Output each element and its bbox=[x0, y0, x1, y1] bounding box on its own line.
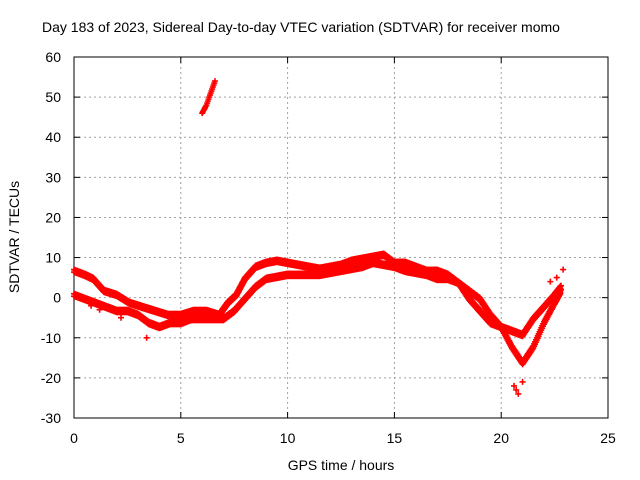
x-tick-label: 25 bbox=[600, 430, 616, 446]
y-tick-label: 30 bbox=[45, 169, 61, 185]
plot-frame bbox=[73, 56, 609, 419]
y-tick-label: 0 bbox=[53, 290, 61, 306]
y-tick-label: -10 bbox=[41, 330, 61, 346]
x-tick-label: 15 bbox=[387, 430, 403, 446]
data-point bbox=[513, 386, 520, 393]
data-point bbox=[117, 314, 124, 321]
grid-lines bbox=[74, 57, 608, 418]
y-tick-label: -20 bbox=[41, 370, 61, 386]
series-isolated bbox=[88, 266, 567, 397]
data-point bbox=[558, 286, 565, 293]
y-tick-label: 40 bbox=[45, 129, 61, 145]
series-anomaly bbox=[199, 78, 218, 117]
x-tick-labels: 0 5 10 15 20 25 bbox=[70, 430, 616, 446]
y-tick-labels: -30 -20 -10 0 10 20 30 40 50 60 bbox=[41, 49, 61, 426]
y-tick-label: -30 bbox=[41, 410, 61, 426]
data-point bbox=[96, 306, 103, 313]
chart-title: Day 183 of 2023, Sidereal Day-to-day VTE… bbox=[42, 19, 560, 35]
x-axis-label: GPS time / hours bbox=[288, 457, 395, 473]
y-tick-label: 60 bbox=[45, 49, 61, 65]
data-point bbox=[143, 334, 150, 341]
series-upper-track bbox=[71, 250, 565, 340]
data-points bbox=[71, 78, 567, 397]
data-point bbox=[553, 274, 560, 281]
series-lower-track bbox=[71, 258, 565, 368]
y-tick-label: 10 bbox=[45, 250, 61, 266]
data-point bbox=[515, 390, 522, 397]
data-point bbox=[88, 302, 95, 309]
x-tick-label: 0 bbox=[70, 430, 78, 446]
data-point bbox=[560, 266, 567, 273]
y-tick-label: 50 bbox=[45, 89, 61, 105]
x-tick-label: 20 bbox=[493, 430, 509, 446]
data-point bbox=[211, 78, 218, 85]
axis-ticks bbox=[73, 56, 609, 419]
y-axis-label: SDTVAR / TECUs bbox=[6, 181, 22, 293]
data-point bbox=[511, 382, 518, 389]
y-tick-label: 20 bbox=[45, 209, 61, 225]
data-point bbox=[547, 278, 554, 285]
x-tick-label: 5 bbox=[177, 430, 185, 446]
x-tick-label: 10 bbox=[280, 430, 296, 446]
data-point bbox=[519, 378, 526, 385]
